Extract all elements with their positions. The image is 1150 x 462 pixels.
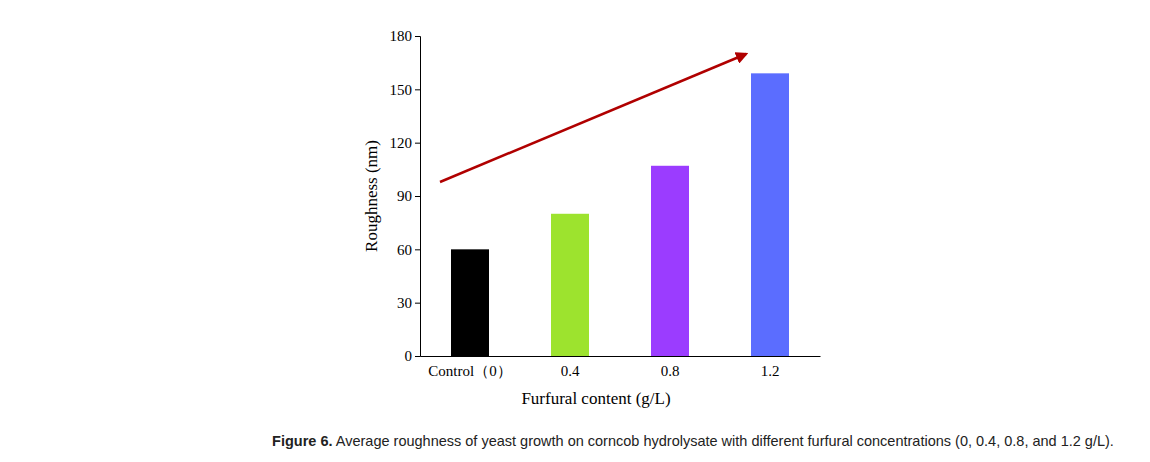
x-tick-label: 0.8 (661, 363, 680, 379)
y-tick-mark (415, 143, 420, 144)
bar (451, 249, 489, 356)
y-tick: 90 (397, 188, 420, 204)
x-tick-label: 1.2 (761, 363, 780, 379)
y-tick-label: 90 (397, 188, 412, 204)
y-tick-label: 180 (390, 28, 413, 44)
bar (551, 214, 589, 356)
x-tick-label: Control（0） (428, 363, 511, 379)
x-tick: 0.8 (661, 356, 680, 379)
y-tick-label: 150 (390, 82, 413, 98)
y-tick: 180 (390, 28, 421, 44)
y-tick-mark (415, 249, 420, 250)
y-tick-mark (415, 356, 420, 357)
chart: 0 30 60 90 120 150 180 Control（0） 0.4 0.8 1.2 Furfu… (0, 0, 1150, 462)
y-tick: 0 (405, 348, 421, 364)
y-tick: 120 (390, 135, 421, 151)
y-axis: 0 30 60 90 120 150 180 (390, 28, 421, 364)
bar (651, 166, 689, 356)
x-tick: Control（0） (428, 356, 511, 379)
y-tick-label: 120 (390, 135, 413, 151)
y-tick-label: 60 (397, 242, 412, 258)
x-axis-title: Furfural content (g/L) (521, 389, 670, 408)
y-axis-title: Roughness (nm) (362, 140, 381, 252)
caption: Figure 6. Average roughness of yeast gro… (272, 433, 1114, 449)
y-tick-label: 0 (405, 348, 413, 364)
y-tick-mark (415, 36, 420, 37)
trend-arrow (440, 54, 746, 182)
y-tick-label: 30 (397, 295, 412, 311)
x-tick: 0.4 (561, 356, 580, 379)
y-axis-line (415, 37, 421, 357)
x-tick-label: 0.4 (561, 363, 580, 379)
y-tick: 150 (390, 82, 421, 98)
y-tick: 60 (397, 242, 420, 258)
y-tick: 30 (397, 295, 420, 311)
x-axis: Control（0） 0.4 0.8 1.2 (421, 356, 821, 379)
x-axis-line (421, 356, 821, 357)
y-tick-mark (415, 89, 420, 90)
y-tick-mark (415, 303, 420, 304)
y-tick-mark (415, 196, 420, 197)
bars (451, 73, 789, 356)
bar (751, 73, 789, 356)
x-tick: 1.2 (761, 356, 780, 379)
